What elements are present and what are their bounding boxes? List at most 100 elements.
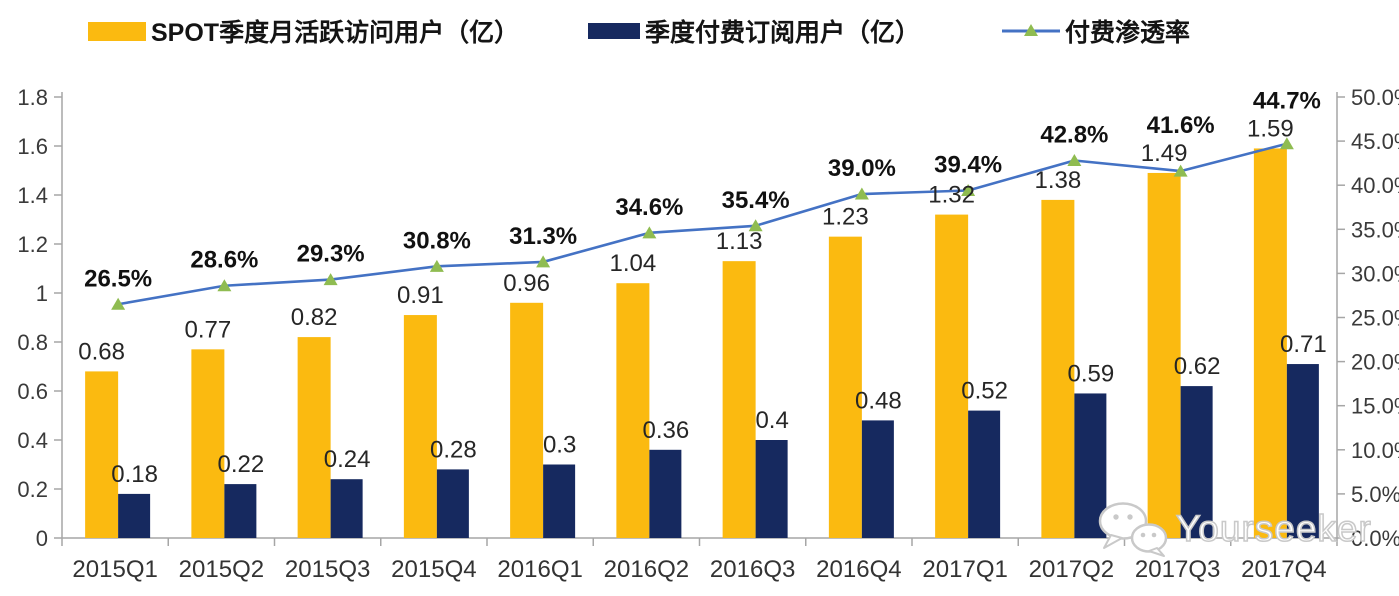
- mau-value-label: 0.82: [291, 304, 338, 331]
- x-tick-label: 2016Q3: [710, 556, 795, 583]
- mau-value-label: 0.68: [78, 338, 125, 365]
- penetration-value-label: 39.4%: [934, 151, 1002, 178]
- left-axis-tick-label: 0.2: [17, 477, 48, 502]
- subscriber-bar: [118, 493, 151, 538]
- subscriber-value-label: 0.4: [755, 407, 788, 434]
- penetration-value-label: 34.6%: [615, 194, 683, 221]
- x-tick-label: 2015Q1: [72, 556, 157, 583]
- penetration-value-label: 30.8%: [403, 227, 471, 254]
- subscriber-bar: [224, 484, 257, 538]
- right-axis-tick-label: 25.0%: [1351, 306, 1399, 331]
- penetration-marker-icon: [642, 226, 657, 239]
- mau-value-label: 0.91: [397, 282, 444, 309]
- x-tick-label: 2017Q3: [1135, 556, 1220, 583]
- penetration-value-label: 26.5%: [84, 265, 152, 292]
- mau-value-label: 1.23: [822, 204, 869, 231]
- subscriber-value-label: 0.71: [1280, 331, 1327, 358]
- penetration-value-label: 29.3%: [297, 241, 365, 268]
- right-axis-tick-label: 20.0%: [1351, 350, 1399, 375]
- right-axis-tick-label: 10.0%: [1351, 438, 1399, 463]
- penetration-marker-icon: [1279, 137, 1294, 150]
- left-axis-tick-label: 1.8: [17, 85, 48, 110]
- wechat-eye: [1151, 532, 1157, 538]
- mau-value-label: 0.77: [185, 316, 232, 343]
- wechat-small-bubble-tail: [1148, 547, 1165, 557]
- subscriber-bar: [436, 469, 469, 538]
- penetration-value-label: 39.0%: [828, 155, 896, 182]
- subscriber-bar: [330, 479, 363, 538]
- penetration-marker-icon: [854, 187, 869, 200]
- penetration-marker-icon: [961, 183, 976, 196]
- mau-bar: [403, 315, 437, 538]
- subscriber-value-label: 0.62: [1174, 353, 1221, 380]
- left-axis-tick-label: 0: [36, 526, 48, 551]
- subscriber-bar: [1180, 386, 1213, 538]
- penetration-marker-icon: [429, 259, 444, 272]
- mau-bar: [935, 214, 969, 538]
- mau-bar: [85, 371, 119, 538]
- x-tick-label: 2016Q2: [604, 556, 689, 583]
- x-tick-label: 2016Q1: [497, 556, 582, 583]
- right-axis-tick-label: 40.0%: [1351, 173, 1399, 198]
- x-tick-label: 2015Q3: [285, 556, 370, 583]
- left-axis-tick-label: 1: [36, 281, 48, 306]
- penetration-marker-icon: [217, 279, 232, 292]
- x-tick-label: 2016Q4: [816, 556, 901, 583]
- x-tick-label: 2015Q4: [391, 556, 476, 583]
- legend-triangle-marker-icon: [1024, 24, 1038, 36]
- subscriber-bar: [968, 410, 1001, 538]
- legend-label-subscribers: 季度付费订阅用户（亿）: [645, 19, 921, 47]
- penetration-marker-icon: [111, 297, 126, 310]
- wechat-eye: [1140, 532, 1146, 538]
- right-axis-tick-label: 30.0%: [1351, 261, 1399, 286]
- mau-bar: [297, 337, 331, 538]
- mau-bar: [828, 236, 862, 538]
- subscriber-value-label: 0.28: [430, 436, 477, 463]
- subscriber-value-label: 0.24: [324, 446, 371, 473]
- penetration-marker-icon: [323, 273, 338, 286]
- penetration-marker-icon: [1173, 164, 1188, 177]
- mau-bar: [722, 261, 756, 538]
- subscriber-bar: [755, 440, 788, 538]
- mau-value-label: 1.13: [716, 228, 763, 255]
- penetration-value-label: 41.6%: [1147, 112, 1215, 139]
- watermark: Yourseeker: [1096, 500, 1372, 558]
- left-axis-tick-label: 1.4: [17, 183, 48, 208]
- mau-bar: [616, 283, 650, 538]
- penetration-legend-marker-icon: [1002, 24, 1060, 36]
- left-axis-tick-label: 0.6: [17, 379, 48, 404]
- subscribers-legend-swatch: [588, 23, 640, 39]
- left-axis-tick-label: 0.8: [17, 330, 48, 355]
- left-axis-tick-label: 1.2: [17, 232, 48, 257]
- subscriber-value-label: 0.22: [218, 451, 265, 478]
- watermark-text: Yourseeker: [1175, 507, 1372, 550]
- mau-bar: [1253, 148, 1287, 538]
- wechat-big-bubble-tail: [1103, 534, 1123, 549]
- legend-item-subscribers: 季度付费订阅用户（亿）: [588, 14, 920, 48]
- x-tick-label: 2015Q2: [179, 556, 264, 583]
- right-axis-tick-label: 5.0%: [1351, 482, 1399, 507]
- left-axis-tick-label: 0.4: [17, 428, 48, 453]
- legend-label-mau: SPOT季度月活跃访问用户（亿）: [151, 19, 520, 47]
- mau-value-label: 1.32: [928, 182, 975, 209]
- penetration-value-label: 42.8%: [1040, 122, 1108, 149]
- left-axis-tick-label: 1.6: [17, 134, 48, 159]
- mau-bar: [191, 349, 225, 538]
- mau-value-label: 1.38: [1035, 167, 1082, 194]
- subscriber-bar: [861, 420, 894, 538]
- legend-label-penetration: 付费渗透率: [1065, 19, 1191, 47]
- x-tick-label: 2017Q2: [1029, 556, 1114, 583]
- penetration-marker-icon: [1067, 154, 1082, 167]
- penetration-marker-icon: [748, 219, 763, 232]
- right-axis-tick-label: 15.0%: [1351, 394, 1399, 419]
- mau-legend-swatch: [88, 21, 146, 41]
- mau-bar: [1147, 172, 1181, 538]
- mau-value-label: 1.04: [610, 250, 657, 277]
- penetration-value-label: 44.7%: [1253, 87, 1321, 114]
- mau-value-label: 1.49: [1141, 140, 1188, 167]
- right-axis-tick-label: 45.0%: [1351, 129, 1399, 154]
- legend-item-penetration: 付费渗透率: [1002, 14, 1190, 48]
- legend-item-mau: SPOT季度月活跃访问用户（亿）: [88, 14, 519, 48]
